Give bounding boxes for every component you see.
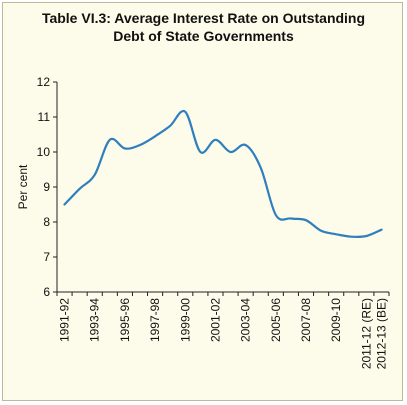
x-tick-label: 1997-98 bbox=[148, 298, 162, 342]
x-tick-label: 1991-92 bbox=[58, 298, 72, 342]
y-tick-label: 9 bbox=[43, 180, 50, 194]
x-tick-label: 1999-00 bbox=[178, 298, 192, 342]
x-tick-label: 2007-08 bbox=[299, 298, 313, 342]
x-tick-label: 2001-02 bbox=[208, 298, 222, 342]
chart-title-line-1: Table VI.3: Average Interest Rate on Out… bbox=[41, 10, 366, 26]
x-axis-ticks: 1991-92 1993-94 1995-96 1997-98 1999-00 2001-… bbox=[56, 292, 390, 369]
chart-title: Table VI.3: Average Interest Rate on Out… bbox=[0, 9, 407, 45]
axes bbox=[56, 82, 389, 293]
x-tick-label: 2005-06 bbox=[269, 298, 283, 342]
y-tick-label: 7 bbox=[43, 250, 50, 264]
y-axis-label: Per cent bbox=[16, 164, 30, 209]
x-tick-label: 1995-96 bbox=[118, 298, 132, 342]
x-tick-label: 2003-04 bbox=[239, 298, 253, 342]
chart-title-line-2: Debt of State Governments bbox=[113, 28, 294, 44]
series-line bbox=[63, 109, 383, 239]
x-tick-label: 2011-12 (RE) bbox=[359, 298, 373, 369]
y-tick-label: 8 bbox=[43, 215, 50, 229]
x-tick-label: 1993-94 bbox=[88, 298, 102, 342]
y-tick-label: 10 bbox=[37, 145, 51, 159]
x-tick-label: 2012-13 (BE) bbox=[374, 298, 388, 369]
y-tick-label: 11 bbox=[38, 110, 51, 124]
y-axis-ticks: 6 7 8 9 10 11 12 bbox=[37, 75, 57, 299]
x-tick-label: 2009-10 bbox=[329, 298, 343, 342]
y-tick-label: 6 bbox=[43, 285, 50, 299]
y-tick-label: 12 bbox=[37, 75, 51, 89]
